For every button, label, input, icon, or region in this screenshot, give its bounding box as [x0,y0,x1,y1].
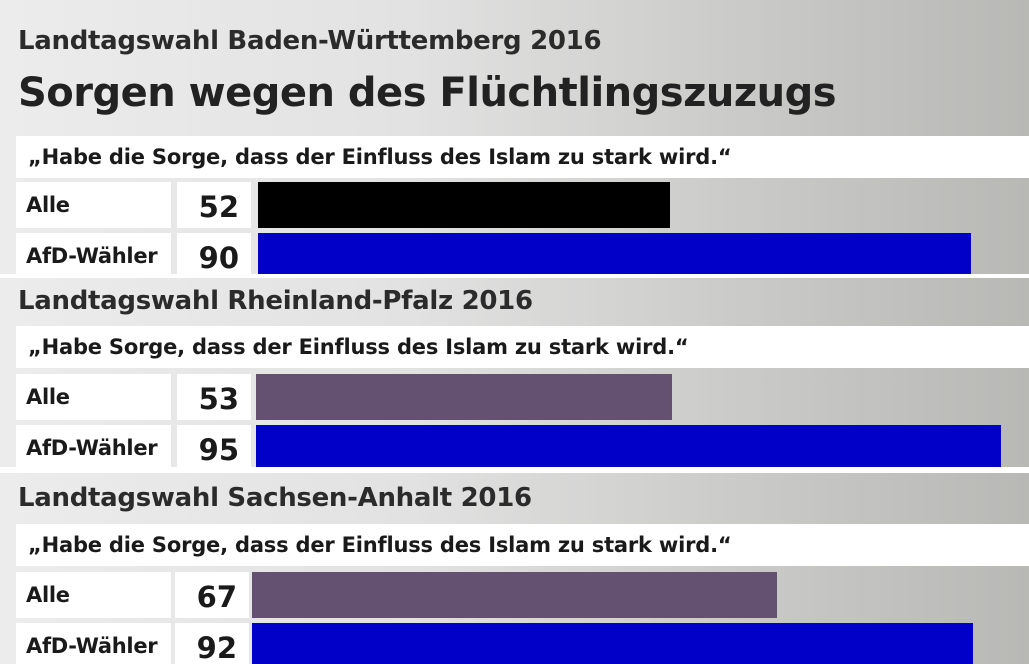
chart-panel-rheinland-pfalz: Landtagswahl Rheinland-Pfalz 2016 „Habe … [0,278,1029,467]
category-label-afd-waehler: AfD-Wähler [16,233,171,274]
chart-title: Landtagswahl Sachsen-Anhalt 2016 [18,483,532,513]
category-label-alle: Alle [16,374,171,420]
category-label-alle: Alle [16,572,171,618]
chart-subtitle: „Habe die Sorge, dass der Einfluss des I… [16,524,1029,566]
bar-afd-waehler [252,623,973,664]
bar-alle [252,572,777,618]
chart-panel-baden-wuerttemberg: Landtagswahl Baden-Württemberg 2016 Sorg… [0,0,1029,274]
bar-alle [258,182,670,228]
chart-panel-sachsen-anhalt: Landtagswahl Sachsen-Anhalt 2016 „Habe d… [0,473,1029,664]
chart-subtitle: „Habe die Sorge, dass der Einfluss des I… [16,136,1029,178]
data-label-afd-waehler: 92 [175,623,249,664]
category-label-afd-waehler: AfD-Wähler [16,623,171,664]
data-label-alle: 53 [177,374,251,420]
data-label-afd-waehler: 90 [177,233,251,274]
chart-title: Landtagswahl Rheinland-Pfalz 2016 [18,286,533,316]
page-title: Sorgen wegen des Flüchtlingszuzugs [18,70,837,116]
data-label-alle: 52 [177,182,251,228]
category-label-alle: Alle [16,182,171,228]
bar-afd-waehler [256,425,1001,467]
category-label-afd-waehler: AfD-Wähler [16,425,171,467]
data-label-alle: 67 [175,572,249,618]
chart-subtitle: „Habe Sorge, dass der Einfluss des Islam… [16,326,1029,368]
bar-afd-waehler [258,233,971,274]
bar-alle [256,374,672,420]
chart-title: Landtagswahl Baden-Württemberg 2016 [18,26,602,56]
data-label-afd-waehler: 95 [177,425,251,467]
